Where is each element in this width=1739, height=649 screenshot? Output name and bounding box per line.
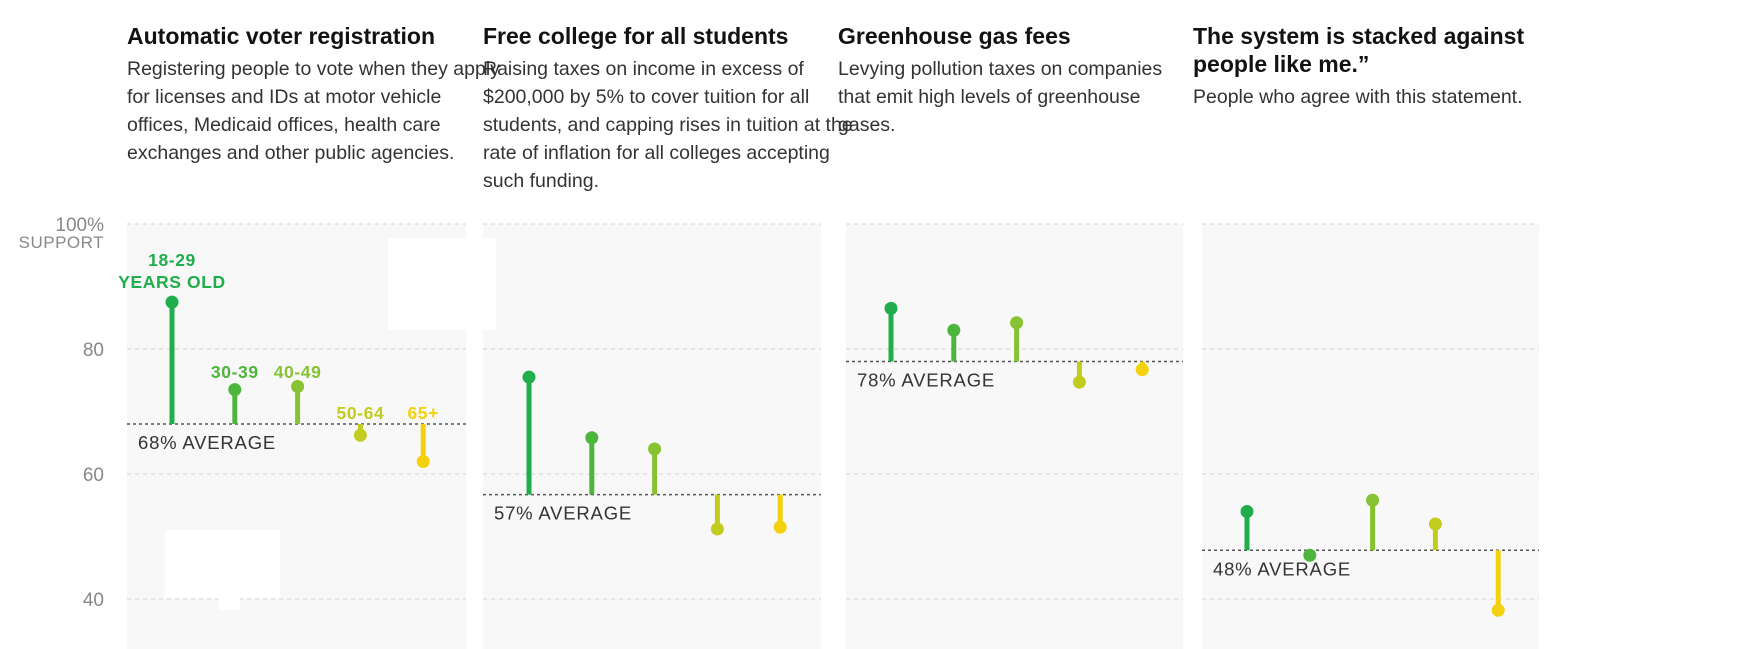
age-group-label: 40-49 <box>274 362 322 382</box>
age-group-label: YEARS OLD <box>118 272 226 292</box>
age-group-label: 18-29 <box>148 250 196 270</box>
average-label: 78% AVERAGE <box>857 370 995 391</box>
panel-header-system-stacked: The system is stacked against people lik… <box>1193 22 1533 111</box>
panel-title: Automatic voter registration <box>127 23 435 49</box>
panel-description: People who agree with this statement. <box>1193 86 1523 108</box>
lollipop-point <box>522 370 536 384</box>
lollipop-point <box>165 295 179 309</box>
lollipop-point <box>884 301 898 315</box>
lollipop-point <box>648 442 662 456</box>
lollipop-point <box>710 522 724 536</box>
panel-header-greenhouse-gas: Greenhouse gas fees Levying pollution ta… <box>838 22 1188 139</box>
y-tick-label: 40 <box>83 590 104 611</box>
lollipop-point <box>416 455 430 468</box>
average-label: 68% AVERAGE <box>138 432 276 453</box>
age-group-label: 30-39 <box>211 362 259 382</box>
y-tick-label: 80 <box>83 340 104 361</box>
lollipop-point <box>1240 505 1254 518</box>
y-tick-label: 100% <box>55 215 104 236</box>
lollipop-point <box>1428 517 1442 531</box>
panel-description: Raising taxes on income in excess of $20… <box>483 58 853 192</box>
average-label: 57% AVERAGE <box>494 503 632 524</box>
lollipop-point <box>1135 363 1149 377</box>
blank-box <box>218 598 240 610</box>
age-group-label: 50-64 <box>337 403 385 423</box>
panel-header-voter-registration: Automatic voter registration Registering… <box>127 22 502 167</box>
panel-header-free-college: Free college for all students Raising ta… <box>483 22 858 195</box>
lollipop-point <box>773 520 787 534</box>
lollipop-point <box>291 380 305 393</box>
panel-background <box>846 224 1183 649</box>
lollipop-point <box>1010 316 1024 330</box>
blank-box <box>388 238 496 330</box>
panel-title: Free college for all students <box>483 23 789 49</box>
y-axis-unit-label: SUPPORT <box>19 233 104 252</box>
panel-background <box>483 224 821 649</box>
lollipop-point <box>1366 493 1380 507</box>
lollipop-point <box>1072 375 1086 389</box>
lollipop-point <box>1303 548 1317 562</box>
blank-box <box>165 530 280 598</box>
panel-background <box>1202 224 1539 649</box>
lollipop-point <box>947 323 961 337</box>
panel-title: The system is stacked against people lik… <box>1193 23 1525 77</box>
panel-description: Levying pollution taxes on companies tha… <box>838 58 1163 136</box>
age-group-label: 65+ <box>407 403 439 423</box>
lollipop-point <box>353 428 367 442</box>
lollipop-point <box>585 431 599 445</box>
y-tick-label: 60 <box>83 465 104 486</box>
average-label: 48% AVERAGE <box>1213 558 1351 579</box>
lollipop-point <box>228 383 242 397</box>
panel-description: Registering people to vote when they app… <box>127 58 500 164</box>
panel-title: Greenhouse gas fees <box>838 23 1071 49</box>
lollipop-point <box>1491 603 1505 617</box>
